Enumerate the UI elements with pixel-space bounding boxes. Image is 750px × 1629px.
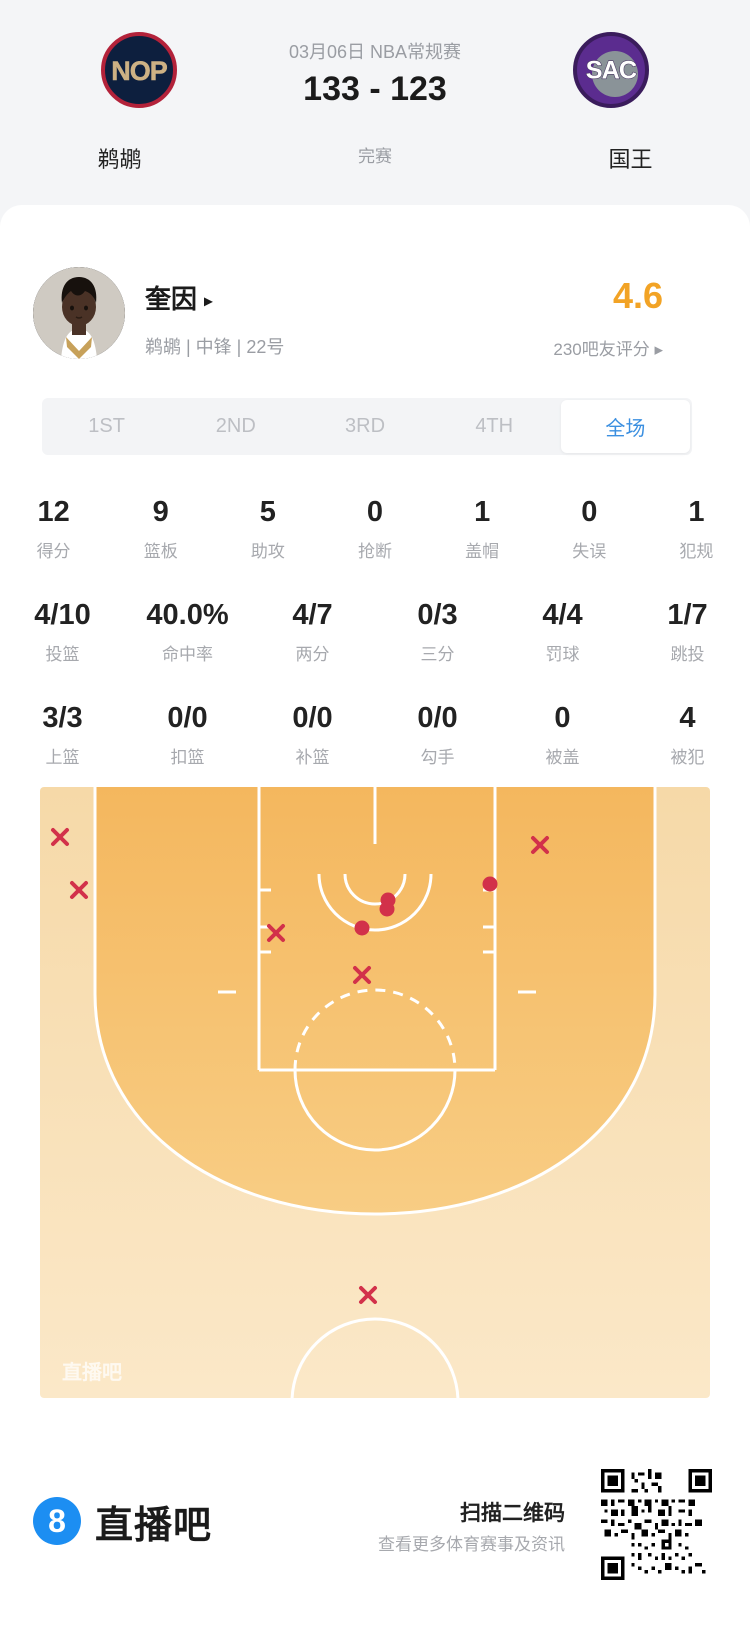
svg-text:SAC: SAC	[586, 57, 637, 85]
svg-text:直播吧: 直播吧	[62, 1360, 122, 1384]
svg-text:NOP: NOP	[111, 56, 168, 86]
